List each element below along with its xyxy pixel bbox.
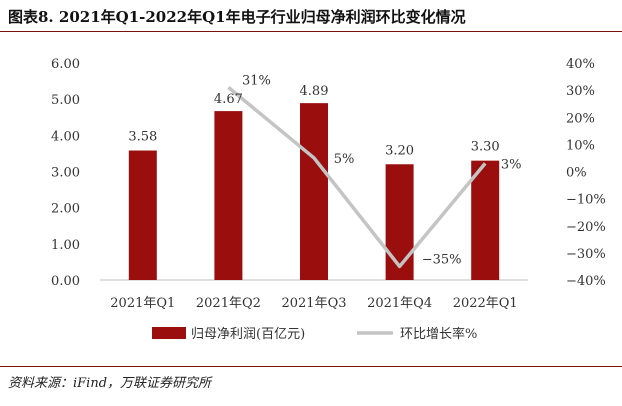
bar-value-label: 4.67 [214,92,243,107]
bar-value-label: 3.58 [128,130,157,145]
line-value-label: 31% [242,73,271,88]
bar-profit [214,111,243,280]
x-tick-label: 2022年Q1 [453,296,518,311]
y-right-tick-label: 30% [566,84,595,99]
bar-profit [300,103,328,281]
y-left-tick-label: 2.00 [51,202,80,217]
x-tick-label: 2021年Q4 [367,296,432,311]
y-left-tick-label: 3.00 [51,166,80,181]
y-left-tick-label: 0.00 [51,274,80,289]
y-right-tick-label: 20% [566,111,595,126]
x-tick-label: 2021年Q2 [196,296,261,311]
bar-value-label: 4.89 [300,84,329,99]
y-right-tick-label: 10% [566,138,595,153]
y-left-tick-label: 1.00 [51,238,80,253]
line-growth-rate [227,86,487,269]
chart-title: 图表8. 2021年Q1-2022年Q1年电子行业归母净利润环比变化情况 [8,8,466,26]
y-right-tick-label: −40% [566,274,606,289]
bar-profit [385,164,414,280]
bar-value-label: 3.20 [385,143,414,158]
y-right-tick-label: −20% [566,220,606,235]
line-value-label: 3% [501,157,522,172]
y-right-tick-label: 40% [566,57,595,72]
x-tick-label: 2021年Q1 [110,296,175,311]
y-left-tick-label: 4.00 [51,129,80,144]
y-right-tick-label: −30% [566,247,606,262]
source-note: 资料来源：iFind，万联证券研究所 [8,376,212,391]
y-right-tick-label: 0% [566,166,587,181]
bar-value-label: 3.30 [471,140,500,155]
title-divider [0,31,622,32]
bar-profit [471,160,500,280]
line-value-label: 5% [334,152,355,167]
chart: 6.00 5.00 4.00 3.00 2.00 1.00 0.00 40% 30% 20% 10%… [51,57,606,342]
header: 图表8. 2021年Q1-2022年Q1年电子行业归母净利润环比变化情况 [0,0,622,32]
line-value-label: −35% [422,252,462,267]
x-tick-label: 2021年Q3 [281,296,346,311]
bar-profit [128,150,157,280]
y-left-tick-label: 6.00 [51,57,80,72]
legend-label-bar: 归母净利润(百亿元) [191,327,305,342]
y-right-tick-label: −10% [566,193,606,208]
y-left-tick-label: 5.00 [51,93,80,108]
legend-swatch-bar [152,327,186,339]
footer-divider [0,366,622,367]
legend-label-line: 环比增长率% [400,326,477,342]
